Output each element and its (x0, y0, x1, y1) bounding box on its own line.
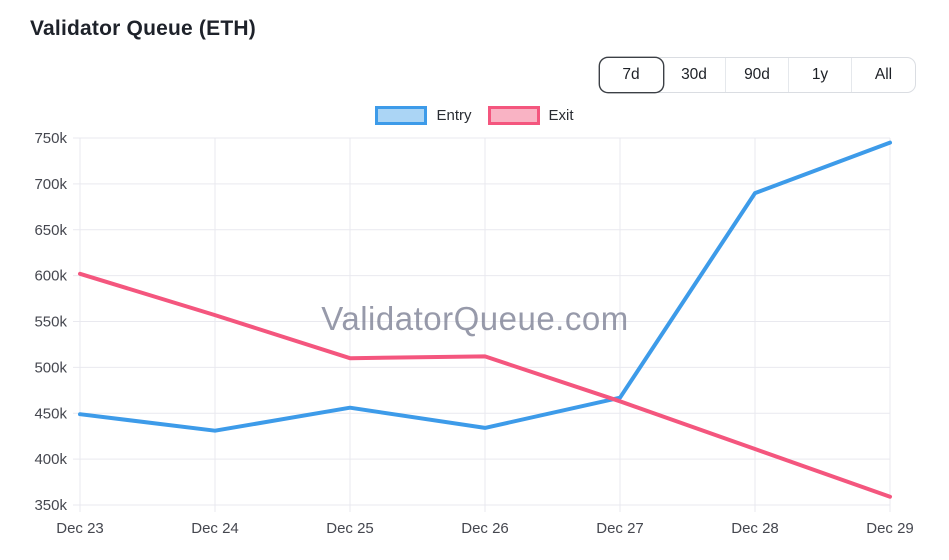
legend-item-entry[interactable]: Entry (375, 106, 472, 125)
legend-item-exit[interactable]: Exit (487, 106, 574, 125)
time-range-selector: 7d 30d 90d 1y All (599, 57, 916, 93)
range-button-30d[interactable]: 30d (663, 58, 726, 92)
range-button-7d[interactable]: 7d (600, 58, 663, 92)
y-axis-tick-label: 750k (34, 130, 67, 147)
legend-exit-label: Exit (548, 107, 574, 124)
legend-entry-label: Entry (436, 107, 472, 124)
range-button-1y[interactable]: 1y (789, 58, 852, 92)
line-chart[interactable]: 750k 700k 650k 600k 550k 500k 450k 400k 350k Dec … (0, 125, 949, 560)
series-line-exit[interactable] (78, 271, 892, 499)
y-axis-tick-label: 550k (34, 314, 67, 331)
entry-swatch-icon (375, 106, 428, 125)
x-axis-tick-label: Dec 24 (191, 520, 239, 537)
watermark: ValidatorQueue.com (321, 300, 628, 337)
x-axis-tick-label: Dec 28 (731, 520, 779, 537)
x-axis-tick-label: Dec 25 (326, 520, 374, 537)
y-axis-tick-label: 700k (34, 176, 67, 193)
y-axis-tick-label: 650k (34, 222, 67, 239)
y-axis-tick-label: 350k (34, 497, 67, 514)
range-button-90d[interactable]: 90d (726, 58, 789, 92)
y-axis-tick-label: 600k (34, 268, 67, 285)
x-axis-tick-label: Dec 29 (866, 520, 914, 537)
range-button-all[interactable]: All (852, 58, 915, 92)
chart-legend: Entry Exit (0, 106, 949, 125)
x-axis-tick-label: Dec 27 (596, 520, 644, 537)
series-line-entry[interactable] (78, 140, 892, 433)
page-title: Validator Queue (ETH) (30, 17, 256, 40)
y-axis-tick-label: 400k (34, 451, 67, 468)
y-axis-tick-label: 450k (34, 405, 67, 422)
y-axis-tick-label: 500k (34, 359, 67, 376)
x-axis-tick-label: Dec 26 (461, 520, 509, 537)
x-axis-tick-label: Dec 23 (56, 520, 104, 537)
exit-swatch-icon (487, 106, 540, 125)
